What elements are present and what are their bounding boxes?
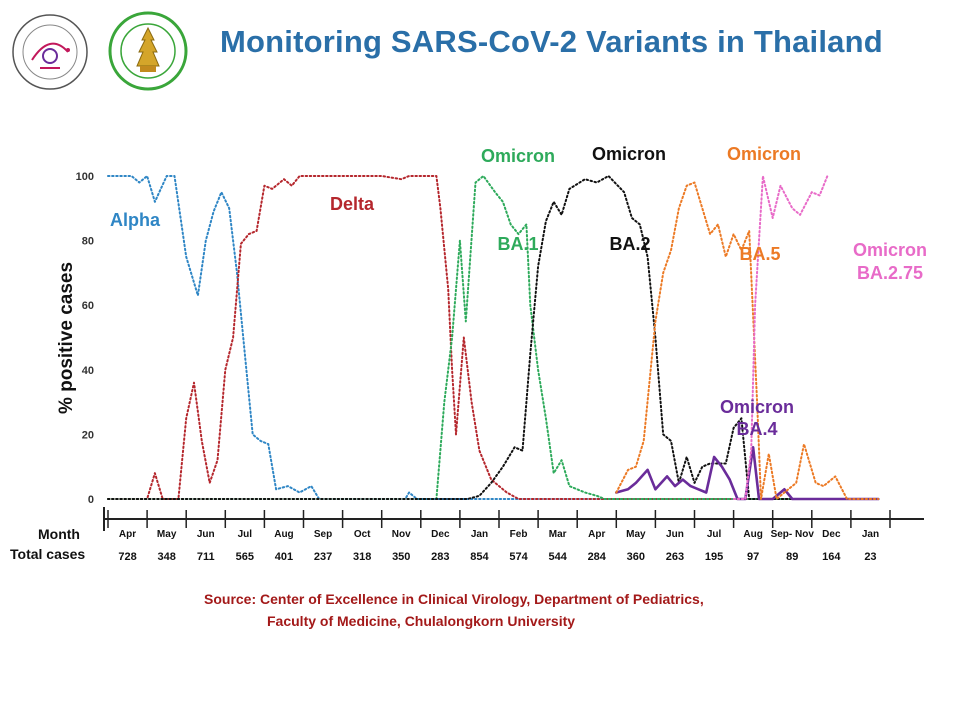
series-label-ba4: BA.4 [736, 419, 777, 439]
series-line-ba5 [615, 181, 880, 500]
month-label: May [626, 529, 646, 540]
y-tick-label: 0 [88, 494, 94, 506]
y-axis-label: % positive cases [56, 262, 77, 414]
source-line-1: Source: Center of Excellence in Clinical… [204, 591, 704, 607]
series-label-ba2: BA.2 [609, 234, 650, 254]
total-cases-value: 318 [353, 551, 371, 563]
total-cases-row-label: Total cases [10, 546, 85, 562]
month-label: Jul [707, 529, 722, 540]
month-label: Jun [666, 529, 684, 540]
month-label: Oct [354, 529, 371, 540]
series-line-ba4 [615, 446, 880, 501]
month-label: Nov [392, 529, 411, 540]
chula-medicine-logo [108, 11, 188, 91]
total-cases-value: 728 [118, 551, 136, 563]
month-row-label: Month [38, 526, 80, 542]
total-cases-value: 350 [392, 551, 410, 563]
series-header-label-ba1: Omicron [481, 146, 555, 166]
month-label: Aug [274, 529, 293, 540]
total-cases-value: 854 [470, 551, 489, 563]
total-cases-value: 711 [197, 551, 215, 563]
total-cases-value: 237 [314, 551, 332, 563]
total-cases-value: 89 [786, 551, 798, 563]
series-line-alpha [107, 175, 880, 500]
series-label-ba5: BA.5 [739, 244, 780, 264]
month-label: Feb [510, 529, 528, 540]
y-tick-label: 100 [76, 171, 94, 183]
month-label: Jan [862, 529, 879, 540]
month-label: Apr [119, 529, 136, 540]
month-label: Dec [822, 529, 841, 540]
total-cases-value: 574 [509, 551, 528, 563]
total-cases-value: 97 [747, 551, 759, 563]
y-tick-label: 20 [82, 429, 94, 441]
series-label-ba275: BA.2.75 [857, 263, 923, 283]
month-label: Aug [743, 529, 762, 540]
month-label: Apr [588, 529, 605, 540]
total-cases-value: 348 [157, 551, 175, 563]
source-line-2: Faculty of Medicine, Chulalongkorn Unive… [267, 613, 576, 629]
total-cases-value: 284 [588, 551, 607, 563]
series-line-ba275 [732, 175, 829, 500]
total-cases-value: 401 [275, 551, 293, 563]
y-tick-label: 40 [82, 365, 94, 377]
month-label: Jan [471, 529, 488, 540]
month-label: Mar [549, 529, 567, 540]
total-cases-value: 565 [236, 551, 254, 563]
cecv-logo [12, 14, 88, 90]
total-cases-value: 283 [431, 551, 449, 563]
series-line-ba1 [107, 175, 880, 500]
series-header-label-ba2: Omicron [592, 144, 666, 164]
total-cases-value: 195 [705, 551, 723, 563]
total-cases-value: 164 [822, 551, 841, 563]
y-tick-label: 80 [82, 236, 94, 248]
series-label-ba275: Omicron [853, 240, 927, 260]
month-label: Dec [431, 529, 450, 540]
series-label-ba1: BA.1 [497, 234, 538, 254]
total-cases-value: 263 [666, 551, 684, 563]
series-label-delta: Delta [330, 194, 375, 214]
month-label: Sep- Nov [771, 529, 815, 540]
total-cases-value: 23 [864, 551, 876, 563]
month-label: Jul [238, 529, 253, 540]
series-line-delta [107, 175, 880, 500]
y-tick-label: 60 [82, 300, 94, 312]
total-cases-value: 544 [548, 551, 567, 563]
series-header-label-ba5: Omicron [727, 144, 801, 164]
series-label-alpha: Alpha [110, 210, 161, 230]
month-label: Jun [197, 529, 215, 540]
month-label: May [157, 529, 177, 540]
page-title: Monitoring SARS-CoV-2 Variants in Thaila… [220, 24, 883, 59]
series-line-ba2 [107, 175, 880, 500]
total-cases-value: 360 [627, 551, 645, 563]
month-label: Sep [314, 529, 332, 540]
series-label-ba4: Omicron [720, 397, 794, 417]
